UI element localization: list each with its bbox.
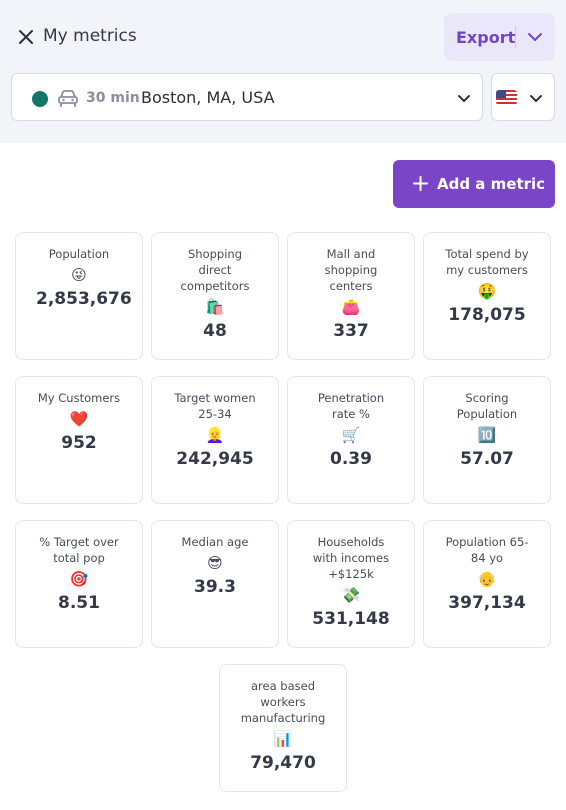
chevron-down-icon xyxy=(530,95,542,102)
metric-card-households-income[interactable]: Households with incomes +$125k 💸 531,148 xyxy=(287,520,415,648)
money-mouth-icon: 🤑 xyxy=(477,282,497,300)
metric-value: 397,134 xyxy=(448,593,526,613)
metric-label: My Customers xyxy=(37,391,121,405)
sunglasses-face-icon: 😎 xyxy=(207,554,223,572)
metric-value: 0.39 xyxy=(330,449,372,469)
metric-card-median-age[interactable]: Median age 😎 39.3 xyxy=(151,520,279,648)
country-select[interactable] xyxy=(491,73,555,121)
shopping-cart-icon: 🛒 xyxy=(341,426,361,444)
metric-value: 178,075 xyxy=(448,305,526,325)
metric-card-shopping-direct-competitors[interactable]: Shopping direct competitors 🛍️ 48 xyxy=(151,232,279,360)
woman-icon: 👱‍♀️ xyxy=(205,426,225,444)
metric-value: 57.07 xyxy=(460,449,514,469)
purse-icon: 👛 xyxy=(341,298,361,316)
car-icon xyxy=(58,90,78,107)
metric-card-population[interactable]: Population 😜 2,853,676 xyxy=(15,232,143,360)
header-bar: My metrics Export 30 min Boston, MA, USA xyxy=(0,0,566,143)
location-select[interactable]: 30 min Boston, MA, USA xyxy=(11,73,483,121)
metric-label: area based workers manufacturing xyxy=(240,679,326,725)
export-label: Export xyxy=(456,28,516,47)
plus-icon xyxy=(413,176,428,191)
metric-value: 39.3 xyxy=(194,577,236,597)
chevron-down-icon xyxy=(458,95,470,102)
metric-card-penetration-rate[interactable]: Penetration rate % 🛒 0.39 xyxy=(287,376,415,504)
metric-label: Total spend by my customers xyxy=(445,247,529,277)
metric-card-population-65-84[interactable]: Population 65-84 yo 👴 397,134 xyxy=(423,520,551,648)
add-metric-button[interactable]: Add a metric xyxy=(393,160,555,208)
metric-label: Population 65-84 yo xyxy=(445,535,529,565)
keycap-ten-icon: 🔟 xyxy=(477,426,497,444)
metric-card-target-over-total[interactable]: % Target over total pop 🎯 8.51 xyxy=(15,520,143,648)
close-button[interactable] xyxy=(16,27,38,49)
metric-value: 8.51 xyxy=(58,593,100,613)
export-button[interactable]: Export xyxy=(444,13,555,61)
metric-value: 79,470 xyxy=(250,753,316,773)
close-icon xyxy=(19,30,33,44)
metric-label: Shopping direct competitors xyxy=(180,247,250,293)
location-value: Boston, MA, USA xyxy=(141,88,275,107)
bar-chart-icon: 📊 xyxy=(273,730,293,748)
heart-icon: ❤️ xyxy=(69,410,89,428)
metric-label: Mall and shopping centers xyxy=(324,247,378,293)
metric-label: Population xyxy=(48,247,110,261)
metric-label: Households with incomes +$125k xyxy=(312,535,390,581)
metric-card-total-spend[interactable]: Total spend by my customers 🤑 178,075 xyxy=(423,232,551,360)
metric-value: 531,148 xyxy=(312,609,390,629)
us-flag-icon xyxy=(496,90,517,105)
metric-label: % Target over total pop xyxy=(39,535,119,565)
metric-value: 952 xyxy=(61,433,97,453)
metric-card-target-women[interactable]: Target women 25-34 👱‍♀️ 242,945 xyxy=(151,376,279,504)
metric-label: Penetration rate % xyxy=(317,391,385,421)
add-metric-label: Add a metric xyxy=(437,175,546,193)
older-man-icon: 👴 xyxy=(477,570,497,588)
export-divider xyxy=(515,26,516,48)
metric-value: 242,945 xyxy=(176,449,254,469)
metric-card-scoring-population[interactable]: Scoring Population 🔟 57.07 xyxy=(423,376,551,504)
travel-time-label: 30 min xyxy=(86,90,140,106)
chevron-down-icon[interactable] xyxy=(527,29,543,45)
status-dot xyxy=(32,91,48,107)
shopping-bags-icon: 🛍️ xyxy=(205,298,225,316)
metric-value: 48 xyxy=(203,321,227,341)
zany-face-icon: 😜 xyxy=(71,266,87,284)
target-icon: 🎯 xyxy=(69,570,89,588)
metric-value: 337 xyxy=(333,321,369,341)
money-wings-icon: 💸 xyxy=(341,586,361,604)
metric-label: Target women 25-34 xyxy=(174,391,256,421)
metric-label: Median age xyxy=(181,535,249,549)
metric-value: 2,853,676 xyxy=(36,289,132,309)
metric-label: Scoring Population xyxy=(456,391,518,421)
metric-card-mall-shopping-centers[interactable]: Mall and shopping centers 👛 337 xyxy=(287,232,415,360)
metric-card-workers-manufacturing[interactable]: area based workers manufacturing 📊 79,47… xyxy=(219,664,347,792)
page-title: My metrics xyxy=(43,26,137,46)
metric-card-my-customers[interactable]: My Customers ❤️ 952 xyxy=(15,376,143,504)
